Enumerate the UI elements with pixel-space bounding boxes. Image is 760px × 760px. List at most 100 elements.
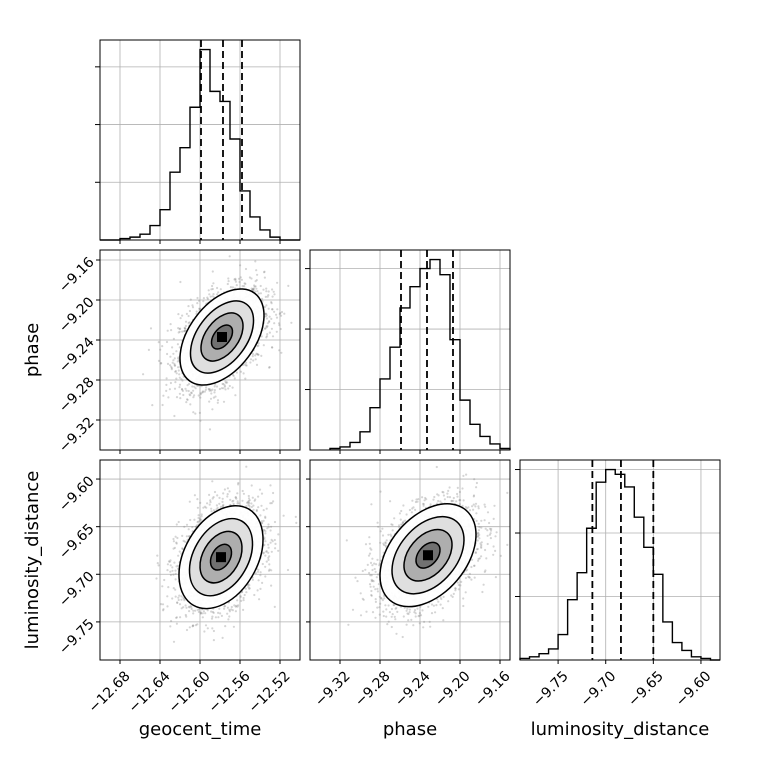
scatter-point <box>269 529 272 532</box>
scatter-point <box>260 504 263 507</box>
scatter-point <box>191 385 194 388</box>
scatter-point <box>186 398 189 401</box>
scatter-point <box>169 570 172 573</box>
scatter-point <box>199 396 202 399</box>
scatter-point <box>263 305 266 309</box>
scatter-point <box>268 568 271 571</box>
scatter-point <box>228 384 231 388</box>
scatter-point <box>176 343 179 346</box>
scatter-point <box>189 298 192 301</box>
scatter-point <box>220 387 223 390</box>
scatter-point <box>181 389 184 392</box>
scatter-point <box>199 419 202 422</box>
scatter-point <box>204 388 207 391</box>
scatter-point <box>177 598 180 602</box>
scatter-point <box>169 364 172 367</box>
scatter-point <box>247 499 250 503</box>
scatter-point <box>272 491 275 495</box>
scatter-point <box>270 569 273 572</box>
scatter-point <box>205 506 208 509</box>
scatter-point <box>256 570 260 573</box>
scatter-point <box>147 348 150 351</box>
scatter-point <box>188 321 191 324</box>
scatter-point <box>266 322 269 325</box>
scatter-point <box>174 578 177 581</box>
scatter-point <box>264 532 267 535</box>
scatter-point <box>183 525 186 528</box>
scatter-point <box>280 314 283 317</box>
scatter-point <box>236 492 239 495</box>
scatter-point <box>216 401 219 404</box>
scatter-point <box>207 387 210 391</box>
scatter-point <box>249 358 253 361</box>
scatter-point <box>211 287 214 291</box>
scatter-point <box>171 346 174 349</box>
scatter-point <box>224 388 227 391</box>
scatter-point <box>171 566 174 569</box>
scatter-point <box>197 516 200 520</box>
scatter-point <box>213 391 216 394</box>
scatter-point <box>260 492 264 495</box>
scatter-point <box>247 497 251 500</box>
scatter-point <box>264 575 267 578</box>
scatter-point <box>222 400 226 403</box>
scatter-point <box>265 336 268 339</box>
scatter-point <box>170 368 173 371</box>
scatter-point <box>260 520 263 523</box>
scatter-point <box>181 379 184 382</box>
scatter-point <box>227 277 230 280</box>
scatter-point <box>222 383 225 386</box>
scatter-point <box>262 551 266 554</box>
scatter-point <box>183 329 186 332</box>
scatter-point <box>256 345 259 348</box>
scatter-point <box>216 286 219 290</box>
scatter-point <box>226 606 229 609</box>
scatter-point <box>197 520 200 523</box>
scatter-point <box>252 287 255 290</box>
scatter-point <box>239 370 243 373</box>
scatter-point <box>176 601 179 605</box>
scatter-point <box>242 492 245 495</box>
scatter-point <box>175 541 178 544</box>
scatter-point <box>182 539 185 543</box>
scatter-point <box>228 610 231 613</box>
scatter-point <box>254 260 257 263</box>
scatter-point <box>259 571 262 574</box>
histogram-luminosity_distance <box>515 459 721 664</box>
scatter-point <box>269 541 272 544</box>
scatter-point <box>271 346 274 349</box>
scatter-point <box>252 287 255 291</box>
scatter-point <box>255 363 259 366</box>
scatter-point <box>192 624 195 627</box>
scatter-point <box>232 374 235 378</box>
scatter-point <box>204 612 207 615</box>
scatter-point <box>159 348 162 351</box>
scatter-point <box>177 357 180 360</box>
scatter-point <box>224 625 227 628</box>
scatter-point <box>171 569 174 572</box>
scatter-point <box>187 528 190 531</box>
scatter-point <box>214 616 217 619</box>
scatter-point <box>165 340 169 344</box>
scatter-point <box>173 364 177 367</box>
scatter-point <box>166 569 169 572</box>
scatter-point <box>221 382 224 385</box>
scatter-point <box>196 498 199 501</box>
scatter-point <box>169 573 172 577</box>
scatter-point <box>242 596 245 600</box>
scatter-point <box>162 608 165 611</box>
scatter-point <box>268 366 271 369</box>
scatter-point <box>228 255 231 258</box>
scatter-point <box>231 373 235 376</box>
scatter-point <box>212 639 215 642</box>
scatter-point <box>237 483 240 486</box>
scatter-point <box>193 518 196 521</box>
scatter-point <box>241 499 244 502</box>
scatter-point <box>274 547 277 550</box>
scatter-point <box>270 502 273 505</box>
scatter-point <box>151 404 154 407</box>
scatter-point <box>220 614 223 618</box>
scatter-point <box>225 381 228 384</box>
scatter-point <box>254 358 257 361</box>
scatter-point <box>268 320 271 324</box>
